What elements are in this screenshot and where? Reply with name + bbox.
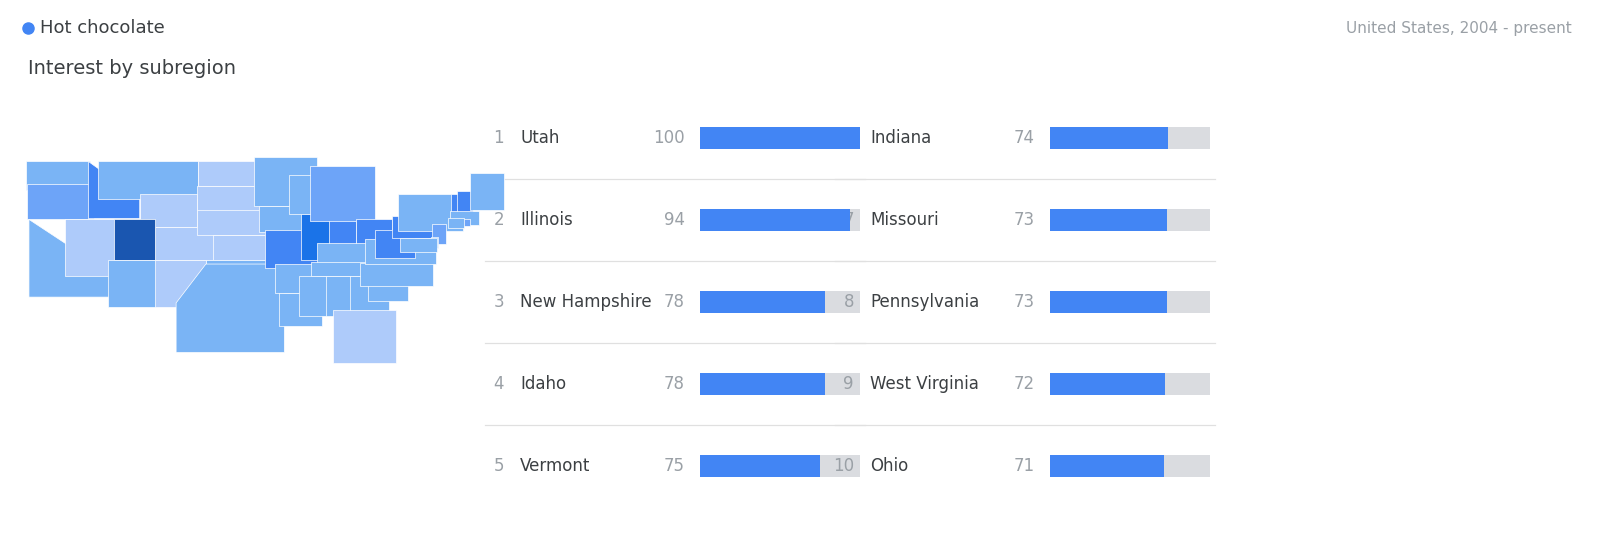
Bar (1050, 127, 1168, 149)
Text: New Hampshire: New Hampshire (520, 293, 651, 311)
Bar (1050, 455, 1163, 477)
Text: 6: 6 (843, 129, 854, 147)
Bar (701, 209, 851, 231)
Text: West Virginia: West Virginia (870, 375, 979, 393)
Bar (1050, 455, 1210, 477)
Text: 71: 71 (1014, 457, 1035, 475)
Text: Pennsylvania: Pennsylvania (870, 293, 979, 311)
Text: Indiana: Indiana (870, 129, 931, 147)
Bar (1050, 373, 1165, 395)
Text: 4: 4 (493, 375, 504, 393)
Bar (701, 127, 861, 149)
Bar (701, 455, 819, 477)
Bar (701, 455, 861, 477)
Bar (1050, 209, 1210, 231)
Text: Missouri: Missouri (870, 211, 939, 229)
Text: 72: 72 (1014, 375, 1035, 393)
Text: 3: 3 (493, 293, 504, 311)
Bar (701, 373, 861, 395)
Text: Hot chocolate: Hot chocolate (40, 19, 165, 37)
Text: Illinois: Illinois (520, 211, 573, 229)
Bar (1050, 209, 1166, 231)
Text: Ohio: Ohio (870, 457, 909, 475)
Text: 2: 2 (493, 211, 504, 229)
Text: Utah: Utah (520, 129, 560, 147)
Bar (1050, 373, 1210, 395)
Text: Vermont: Vermont (520, 457, 590, 475)
Bar (1050, 291, 1210, 313)
Text: 8: 8 (843, 293, 854, 311)
Text: 78: 78 (664, 293, 685, 311)
Text: 7: 7 (843, 211, 854, 229)
Text: 73: 73 (1014, 293, 1035, 311)
Text: 75: 75 (664, 457, 685, 475)
Bar (701, 209, 861, 231)
Text: 100: 100 (653, 129, 685, 147)
Text: 78: 78 (664, 375, 685, 393)
Text: 5: 5 (493, 457, 504, 475)
Bar (1050, 291, 1166, 313)
Bar (1050, 127, 1210, 149)
Bar (701, 291, 826, 313)
Text: 10: 10 (834, 457, 854, 475)
Bar (701, 291, 861, 313)
Text: 73: 73 (1014, 211, 1035, 229)
Text: 94: 94 (664, 211, 685, 229)
Text: 74: 74 (1014, 129, 1035, 147)
Text: 1: 1 (493, 129, 504, 147)
Bar (701, 373, 826, 395)
Text: Interest by subregion: Interest by subregion (29, 59, 237, 77)
Text: 9: 9 (843, 375, 854, 393)
Bar (701, 127, 861, 149)
Text: United States, 2004 - present: United States, 2004 - present (1346, 20, 1571, 35)
Text: Idaho: Idaho (520, 375, 566, 393)
